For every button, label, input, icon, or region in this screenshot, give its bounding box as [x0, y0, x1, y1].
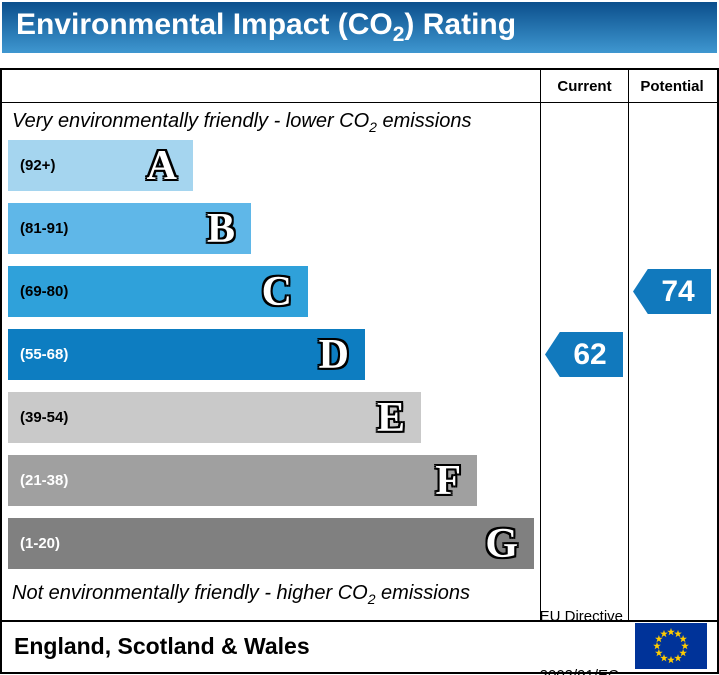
- bottom-note-sub: 2: [367, 591, 376, 607]
- band-letter-g: G: [485, 520, 518, 567]
- bottom-note: Not environmentally friendly - higher CO…: [2, 581, 717, 611]
- band-range-f: (21-38): [20, 472, 69, 489]
- rating-chart-box: Current Potential Very environmentally f…: [0, 68, 719, 675]
- page-title-pre: Environmental Impact (CO: [16, 8, 393, 41]
- band-letter-b: B: [206, 205, 235, 252]
- band-bar-f: (21-38) F: [8, 455, 477, 506]
- band-letter-f: F: [435, 457, 461, 504]
- band-range-a: (92+): [20, 157, 56, 174]
- band-row-e: (39-54) E: [8, 392, 717, 443]
- footer: England, Scotland & Wales EU Directive 2…: [2, 608, 717, 675]
- top-note-post: emissions: [376, 110, 472, 132]
- band-row-a: (92+) A: [8, 140, 717, 191]
- band-letter-a: A: [146, 142, 177, 189]
- title-bar: Environmental Impact (CO2) Rating: [2, 2, 717, 53]
- band-range-g: (1-20): [20, 535, 61, 552]
- top-note-pre: Very environmentally friendly - lower CO: [12, 110, 370, 132]
- potential-column-header: Potential: [640, 77, 704, 95]
- current-column-divider: [540, 70, 541, 620]
- band-letter-e: E: [376, 394, 405, 441]
- page-title-sub: 2: [392, 23, 405, 46]
- band-letter-c: C: [261, 268, 292, 315]
- band-row-c: (69-80) C: [8, 266, 717, 317]
- band-bar-e: (39-54) E: [8, 392, 421, 443]
- eu-directive-line2: 2002/91/EC: [539, 666, 619, 675]
- band-range-e: (39-54): [20, 409, 69, 426]
- band-row-f: (21-38) F: [8, 455, 717, 506]
- page-title: Environmental Impact (CO2) Rating: [16, 8, 516, 47]
- potential-rating-value: 74: [661, 274, 695, 308]
- rating-bands: (92+) A (81-91) B (69-80) C: [2, 140, 717, 569]
- top-note: Very environmentally friendly - lower CO…: [2, 103, 717, 140]
- band-range-c: (69-80): [20, 283, 69, 300]
- potential-rating-arrow: 74: [633, 269, 711, 314]
- band-letter-d: D: [318, 331, 349, 378]
- bottom-note-pre: Not environmentally friendly - higher CO: [12, 582, 368, 604]
- rating-chart-area: Current Potential Very environmentally f…: [2, 70, 717, 622]
- band-bar-d: (55-68) D: [8, 329, 365, 380]
- bottom-note-post: emissions: [375, 582, 470, 604]
- band-range-b: (81-91): [20, 220, 69, 237]
- current-column-header: Current: [557, 77, 612, 95]
- band-range-d: (55-68): [20, 346, 69, 363]
- band-bar-b: (81-91) B: [8, 203, 251, 254]
- band-row-b: (81-91) B: [8, 203, 717, 254]
- band-bar-a: (92+) A: [8, 140, 193, 191]
- band-bar-g: (1-20) G: [8, 518, 534, 569]
- current-rating-value: 62: [573, 337, 607, 371]
- chart-header-row: Current Potential: [2, 70, 717, 103]
- band-bar-c: (69-80) C: [8, 266, 308, 317]
- band-row-g: (1-20) G: [8, 518, 717, 569]
- eu-flag-icon: [635, 623, 707, 669]
- potential-column-divider: [628, 70, 629, 620]
- current-rating-arrow: 62: [545, 332, 623, 377]
- page-title-post: ) Rating: [404, 8, 517, 41]
- band-row-d: (55-68) D: [8, 329, 717, 380]
- top-note-sub: 2: [369, 119, 377, 135]
- footer-region-label: England, Scotland & Wales: [14, 632, 310, 659]
